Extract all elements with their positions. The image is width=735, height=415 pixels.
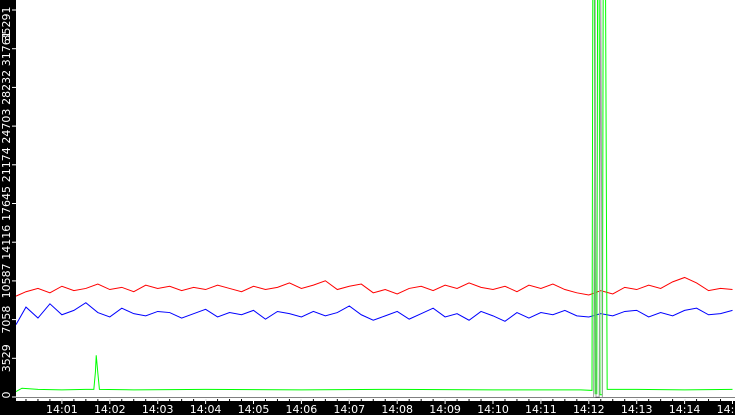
x-tick-label: 14:11 <box>525 403 557 415</box>
x-tick-label: 14:06 <box>286 403 318 415</box>
x-tick-label: 14:12 <box>573 403 605 415</box>
series-line-1 <box>15 276 733 297</box>
y-axis-band <box>0 0 16 415</box>
x-tick-label: 14:13 <box>621 403 653 415</box>
x-tick-label: 14:05 <box>238 403 270 415</box>
y-tick-label: 3529 <box>0 344 13 372</box>
series-line-2 <box>15 302 733 325</box>
series-line-4 <box>593 0 603 398</box>
y-tick-label: 31761 <box>0 31 13 66</box>
y-tick-label: 17645 <box>0 186 13 221</box>
x-tick-label: 14:04 <box>190 403 222 415</box>
x-tick-label: 14:01 <box>46 403 78 415</box>
y-tick-label: 7058 <box>0 306 13 334</box>
axis-layer: 0 3529 7058 10587 14116 17645 21174 24703 28232 3… <box>0 7 735 415</box>
series-line-3 <box>15 0 733 396</box>
x-tick-label: 14:08 <box>381 403 413 415</box>
x-tick-label: 14:15 <box>717 403 735 415</box>
x-axis-band <box>0 401 735 415</box>
y-tick-label: 21174 <box>0 147 13 182</box>
y-tick-label: 10587 <box>0 263 13 298</box>
x-tick-label: 14:09 <box>429 403 461 415</box>
x-tick-label: 14:03 <box>142 403 174 415</box>
x-tick-label: 14:07 <box>333 403 365 415</box>
x-tick-label: 14:14 <box>669 403 701 415</box>
series-layer <box>15 0 733 398</box>
y-tick-label: 28232 <box>0 70 13 105</box>
y-tick-label: 24703 <box>0 109 13 144</box>
x-tick-label: 14:10 <box>477 403 509 415</box>
y-tick-label: 35291 <box>0 7 13 42</box>
x-tick-label: 14:02 <box>94 403 126 415</box>
y-tick-label: 0 <box>0 392 13 399</box>
y-tick-label: 14116 <box>0 225 13 260</box>
